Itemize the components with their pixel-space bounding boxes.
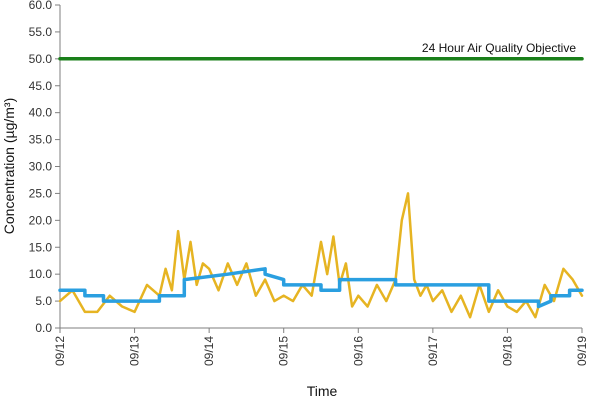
x-tick-label: 09/16 <box>351 336 365 366</box>
x-tick-label: 09/18 <box>500 336 514 366</box>
x-tick-label: 09/12 <box>53 336 67 366</box>
running-average-line <box>58 267 584 309</box>
series-layer <box>58 57 584 319</box>
x-tick-label: 09/15 <box>277 336 291 366</box>
x-tick-label: 09/13 <box>128 336 142 366</box>
x-tick-label: 09/14 <box>202 336 216 366</box>
y-tick-label: 25.0 <box>29 186 53 200</box>
y-tick-label: 0.0 <box>35 321 52 335</box>
x-axis-title: Time <box>307 383 338 399</box>
y-axis-title: Concentration (µg/m³) <box>1 98 17 234</box>
objective-annotation: 24 Hour Air Quality Objective <box>422 41 576 55</box>
x-tick-label: 09/19 <box>575 336 589 366</box>
y-tick-label: 50.0 <box>29 52 53 66</box>
y-tick-label: 30.0 <box>29 160 53 174</box>
y-tick-label: 45.0 <box>29 79 53 93</box>
y-tick-label: 10.0 <box>29 267 53 281</box>
y-tick-label: 60.0 <box>29 0 53 12</box>
y-tick-group: 0.0 5.0 10.0 15.0 20.0 25.0 30.0 35.0 40.0 45.0 50… <box>29 0 60 335</box>
y-tick-label: 40.0 <box>29 106 53 120</box>
y-tick-label: 55.0 <box>29 25 53 39</box>
x-tick-group: 09/12 09/13 09/14 09/15 09/16 09/17 09/18 09/19 <box>53 328 589 366</box>
y-tick-label: 20.0 <box>29 213 53 227</box>
pm-concentration-line <box>58 192 584 319</box>
y-tick-label: 35.0 <box>29 133 53 147</box>
y-tick-label: 5.0 <box>35 294 52 308</box>
x-tick-label: 09/17 <box>426 336 440 366</box>
y-tick-label: 15.0 <box>29 240 53 254</box>
